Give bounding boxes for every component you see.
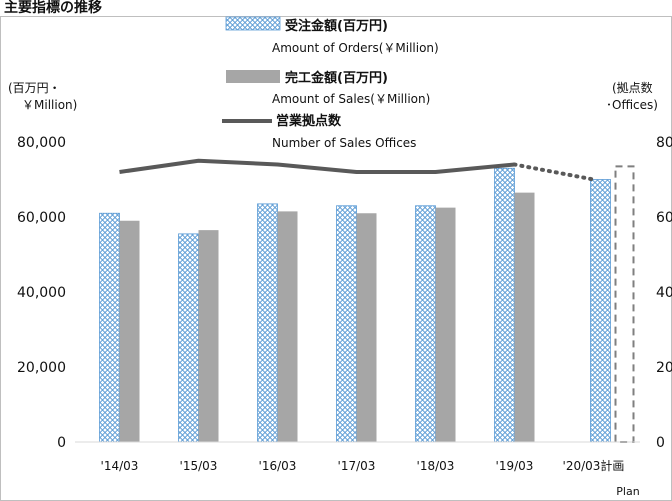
y-right-tick: 60 [656, 210, 672, 226]
y-left-ticks: 80,000 60,000 40,000 20,000 0 [17, 135, 66, 451]
legend-label-sales: 完工金額(百万円) [285, 70, 388, 86]
bars-layer [99, 165, 635, 443]
chart-title: 主要指標の推移 [4, 0, 102, 16]
legend: 受注金額(百万円) Amount of Orders(￥Million) 完工金… [222, 16, 439, 150]
bar-orders [590, 179, 611, 443]
legend-swatch-sales [226, 70, 280, 83]
y-right-tick: 20 [656, 360, 672, 376]
bar-sales [435, 207, 456, 442]
y-right-tick: 40 [656, 285, 672, 301]
x-tick-label: '14/03 [101, 459, 139, 473]
bar-sales [198, 230, 219, 442]
bar-sales [514, 192, 535, 442]
y-left-tick: 0 [57, 435, 66, 451]
y-left-tick: 40,000 [17, 285, 66, 301]
legend-label-orders: 受注金額(百万円) [285, 18, 388, 34]
bar-orders [257, 203, 278, 443]
bar-orders [415, 205, 436, 443]
bar-orders [494, 167, 515, 443]
y-right-ticks: 80 60 40 20 0 [656, 135, 672, 451]
y-right-unit-line2: ･Offices) [606, 98, 658, 112]
legend-swatch-orders [225, 16, 281, 31]
y-left-tick: 60,000 [17, 210, 66, 226]
y-right-unit-line1: (拠点数 [612, 80, 653, 95]
x-tick-label: '15/03 [180, 459, 218, 473]
bar-sales [356, 213, 377, 442]
y-right-tick: 80 [656, 135, 672, 151]
x-tick-label: '18/03 [417, 459, 455, 473]
legend-label-sales-en: Amount of Sales(￥Million) [272, 92, 430, 106]
bar-sales [277, 211, 298, 442]
line-offices-plan [512, 162, 596, 182]
y-left-tick: 80,000 [17, 135, 66, 151]
x-tick-label: '17/03 [338, 459, 376, 473]
bar-sales [119, 220, 140, 442]
y-left-unit-line1: (百万円・ [8, 81, 61, 95]
plan-label: Plan [616, 485, 639, 498]
y-left-tick: 20,000 [17, 360, 66, 376]
bar-orders [99, 212, 120, 443]
y-right-tick: 0 [656, 435, 665, 451]
x-tick-label: '16/03 [259, 459, 297, 473]
bar-sales-plan [614, 165, 635, 443]
bar-orders [336, 205, 357, 443]
legend-label-offices-en: Number of Sales Offices [272, 136, 416, 150]
legend-label-orders-en: Amount of Orders(￥Million) [272, 41, 439, 55]
x-ticks: '14/03 '15/03 '16/03 '17/03 '18/03 '19/03 '20/… [101, 458, 625, 473]
legend-label-offices: 営業拠点数 [276, 113, 342, 129]
x-tick-label: '19/03 [496, 459, 534, 473]
x-tick-label: '20/03計画 [563, 458, 625, 473]
line-layer [119, 158, 596, 182]
line-offices [119, 158, 515, 174]
y-left-unit-line2: ￥Million) [22, 98, 77, 112]
bar-orders [178, 233, 199, 443]
